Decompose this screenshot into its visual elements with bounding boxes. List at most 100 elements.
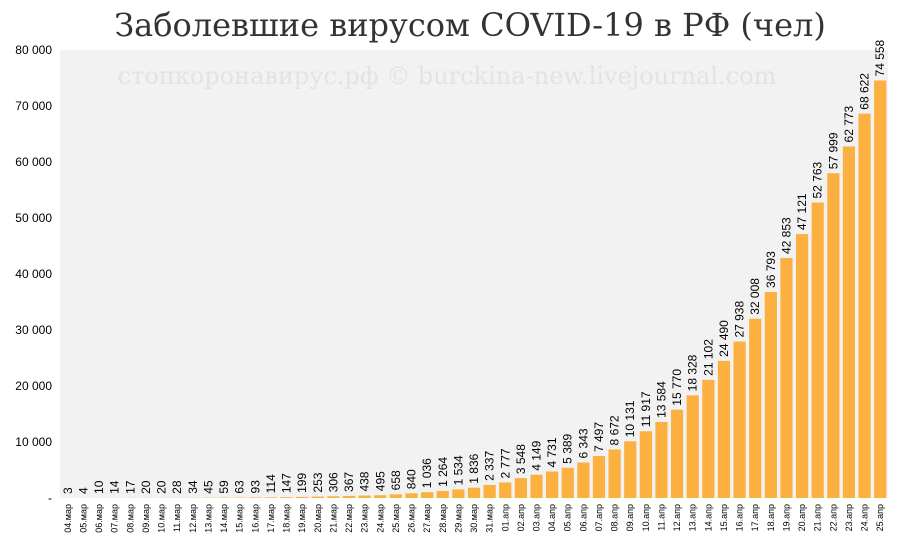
bar (655, 421, 668, 498)
data-label: 306 (326, 472, 340, 492)
data-label: 20 (139, 480, 153, 494)
data-label: 42 853 (779, 217, 793, 254)
y-tick-label: 20 000 (15, 379, 52, 393)
x-tick-label: 18.мар (282, 504, 292, 533)
bar (608, 449, 621, 498)
data-label: 63 (233, 480, 247, 494)
data-label: 840 (405, 469, 419, 489)
bar (858, 113, 871, 498)
data-label: 1 836 (467, 453, 481, 483)
data-label: 199 (295, 473, 309, 493)
data-label: 3 (61, 487, 75, 494)
x-tick-label: 08.апр (610, 504, 620, 531)
data-label: 10 (92, 480, 106, 494)
x-tick-label: 19.апр (781, 504, 791, 531)
x-tick-label: 24.апр (860, 504, 870, 531)
x-tick-label: 11.апр (656, 504, 666, 531)
x-tick-label: 09.мар (141, 504, 151, 533)
bar (639, 431, 652, 498)
data-label: 14 (108, 480, 122, 494)
bar (483, 484, 496, 498)
x-tick-label: 17.мар (266, 504, 276, 533)
x-tick-label: 17.апр (750, 504, 760, 531)
x-tick-label: 05.мар (78, 504, 88, 533)
data-label: 495 (373, 471, 387, 491)
bar (874, 80, 887, 498)
data-label: 6 343 (576, 428, 590, 458)
x-tick-label: 01.апр (500, 504, 510, 531)
data-label: 253 (311, 472, 325, 492)
y-tick-label: 70 000 (15, 99, 52, 113)
data-label: 3 548 (514, 444, 528, 474)
data-label: 47 121 (795, 193, 809, 230)
data-label: 15 770 (670, 369, 684, 406)
x-tick-label: 08.мар (125, 504, 135, 533)
bar (264, 497, 277, 498)
bar (311, 496, 324, 498)
data-label: 34 (186, 480, 200, 494)
bar (499, 482, 512, 498)
data-label: 32 008 (748, 278, 762, 315)
x-tick-label: 03.апр (531, 504, 541, 531)
bar (514, 478, 527, 498)
bar (577, 462, 590, 498)
x-tick-label: 20.мар (313, 504, 323, 533)
data-label: 45 (201, 480, 215, 494)
bars (61, 80, 887, 498)
x-tick-label: 09.апр (625, 504, 635, 531)
x-tick-label: 10.мар (157, 504, 167, 533)
y-tick-label: 10 000 (15, 435, 52, 449)
bar (624, 441, 637, 498)
x-tick-label: 06.апр (578, 504, 588, 531)
x-tick-label: 19.мар (297, 504, 307, 533)
x-tick-label: 23.апр (844, 504, 854, 531)
bar (389, 494, 402, 498)
data-label: 658 (389, 470, 403, 490)
bar (342, 495, 356, 498)
x-tick-label: 26.мар (407, 504, 417, 533)
bar (530, 474, 543, 498)
x-tick-label: 24.мар (375, 504, 385, 533)
bar (405, 493, 418, 498)
bar (546, 471, 559, 498)
bar (811, 202, 824, 498)
data-label: 27 938 (733, 301, 747, 338)
x-tick-label: 14.мар (219, 504, 229, 533)
x-tick-label: 22.апр (828, 504, 838, 531)
x-tick-label: 02.апр (516, 504, 526, 531)
data-label: 20 (155, 480, 169, 494)
x-tick-label: 15.мар (235, 504, 245, 533)
x-tick-label: 13.апр (688, 504, 698, 531)
x-tick-label: 04.апр (547, 504, 557, 531)
x-tick-label: 20.апр (797, 504, 807, 531)
bar (671, 409, 684, 498)
bar (327, 496, 340, 498)
data-label: 1 036 (420, 458, 434, 488)
x-tick-label: 07.мар (110, 504, 120, 533)
bar (436, 490, 449, 498)
data-label: 24 490 (717, 320, 731, 357)
x-tick-label: 15.апр (719, 504, 729, 531)
bar (795, 234, 809, 498)
bar (842, 146, 856, 498)
bar (249, 497, 262, 498)
x-tick-label: 07.апр (594, 504, 604, 531)
data-label: 74 558 (873, 39, 887, 76)
bar (452, 489, 465, 498)
x-axis: 04.мар 05.мар 06.мар 07.мар 08.мар 09.мар 10.м… (63, 504, 885, 533)
x-tick-label: 12.апр (672, 504, 682, 531)
x-tick-label: 22.мар (344, 504, 354, 533)
x-tick-label: 18.апр (766, 504, 776, 531)
data-label: 1 534 (451, 455, 465, 485)
bar (780, 258, 793, 498)
data-label: 367 (342, 472, 356, 492)
data-label: 28 (170, 480, 184, 494)
x-tick-label: 16.мар (250, 504, 260, 533)
bar (749, 318, 762, 498)
bar (592, 456, 606, 498)
data-label: 4 149 (529, 440, 543, 470)
data-label: 4 (76, 487, 90, 494)
x-tick-label: 11.мар (172, 504, 182, 532)
data-label: 11 917 (639, 391, 653, 427)
